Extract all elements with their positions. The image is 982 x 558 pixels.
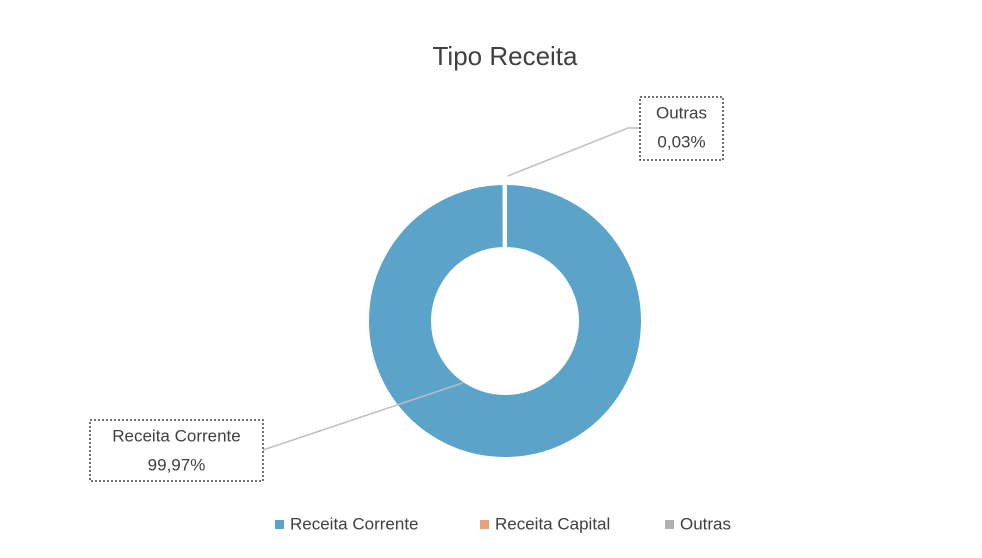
- label-category: Receita Corrente: [112, 426, 241, 445]
- label-value: 99,97%: [148, 455, 206, 474]
- leader-line: [262, 382, 463, 451]
- label-box: [89, 419, 264, 482]
- legend-label: Receita Corrente: [290, 514, 419, 533]
- label-value: 0,03%: [657, 132, 705, 151]
- chart-title: Tipo Receita: [433, 41, 579, 71]
- leader-line: [507, 127, 640, 177]
- label-category: Outras: [656, 103, 707, 122]
- slice: [364, 180, 645, 461]
- legend-label: Receita Capital: [495, 514, 610, 533]
- legend-label: Outras: [680, 514, 731, 533]
- label-box: [639, 96, 724, 161]
- legend-swatch: [275, 520, 284, 529]
- legend-swatch: [480, 520, 489, 529]
- legend-swatch: [665, 520, 674, 529]
